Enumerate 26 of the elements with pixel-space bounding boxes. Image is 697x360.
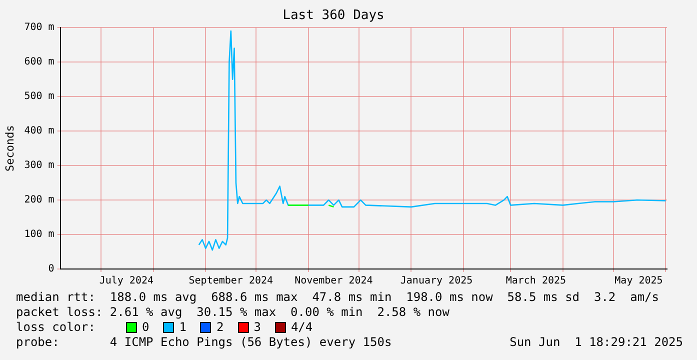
y-axis-title: Seconds [3,125,16,172]
x-tick-label: July 2024 [99,276,154,287]
legend-label: 3 [254,320,261,335]
legend-label: 0 [142,320,150,335]
text: Sun Jun 1 18:29:21 2025 [510,335,683,350]
x-tick-label: May 2025 [614,276,663,287]
legend-title: loss color: [16,320,96,335]
y-tick-label: 600 m [24,56,54,68]
text: probe: 4 ICMP Echo Pings (56 Bytes) every 150s [16,335,392,350]
y-tick-label: 100 m [24,229,54,240]
chart-title: Last 360 Days [282,8,384,24]
y-tick-label: 400 m [24,126,54,137]
x-tick-label: November 2024 [294,276,373,287]
y-tick-label: 300 m [24,160,54,172]
y-tick-label: 500 m [24,91,54,102]
x-tick-label: September 2024 [188,276,274,287]
y-tick-label: 0 [48,264,54,275]
legend-label: 4/4 [290,320,313,335]
legend-label: 2 [216,320,224,335]
y-tick-label: 700 m [24,22,54,34]
text: packet loss: 2.61 % avg 30.15 % max 0.00 % min 2.58 % now [16,305,450,320]
text: median rtt: 188.0 ms avg 688.6 ms max 47.8 ms min 198.0 ms now 58.5 ms sd 3.2 am/s [16,290,660,305]
x-tick-label: January 2025 [400,276,473,287]
x-tick-label: March 2025 [506,276,566,287]
legend-label: 1 [179,320,186,335]
y-tick-label: 200 m [24,194,54,206]
